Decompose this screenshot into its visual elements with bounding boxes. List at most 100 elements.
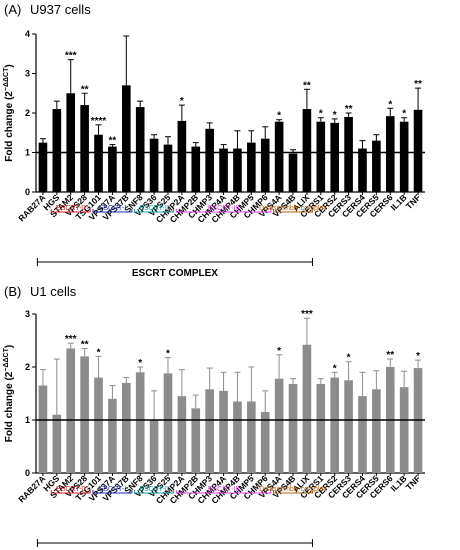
group-label: ESCRT-0 [56, 205, 86, 212]
bar [399, 121, 409, 192]
significance-label: * [277, 346, 281, 357]
bar [413, 109, 423, 192]
bar [260, 138, 270, 192]
bar [302, 344, 312, 473]
bar [149, 420, 159, 473]
bar [121, 382, 131, 473]
y-tick-label: 3 [25, 69, 30, 79]
bar [163, 144, 173, 192]
significance-label: ** [81, 339, 89, 350]
bar [108, 146, 117, 192]
y-label-sup: −ΔΔCT [3, 347, 10, 371]
bar [52, 109, 62, 192]
significance-label: * [319, 109, 323, 120]
complex-bracket [36, 258, 313, 266]
bar [52, 414, 62, 473]
significance-label: * [97, 347, 101, 358]
group-label: ESCRT-I [99, 205, 127, 212]
significance-label: * [347, 353, 351, 364]
panel-label: (A) [4, 2, 21, 17]
bar [94, 134, 103, 192]
significance-label: ** [414, 79, 422, 90]
bar [80, 105, 89, 192]
group-label: ESCRT-III [208, 486, 239, 493]
bar [149, 138, 159, 192]
y-tick-label: 1 [25, 415, 30, 425]
group-bracket [175, 209, 272, 213]
significance-label: *** [65, 334, 77, 345]
bar [191, 408, 201, 473]
group-bracket [273, 490, 313, 494]
y-axis-label: Fold change (2−ΔΔCT) [3, 64, 15, 161]
group-bracket [50, 209, 91, 213]
significance-label: * [333, 110, 337, 121]
y-label-sup: −ΔΔCT [3, 67, 10, 91]
bar [247, 142, 256, 192]
panel-label: (B) [4, 284, 21, 299]
bar [274, 121, 284, 192]
bar [399, 387, 409, 473]
bar [385, 116, 395, 192]
bar [330, 122, 340, 192]
bar [219, 390, 228, 473]
x-tick-label: TNF [404, 473, 423, 492]
group-bracket [273, 209, 313, 213]
significance-label: * [180, 96, 184, 107]
significance-label: ** [386, 350, 394, 361]
group-label: Disassembly complex [259, 486, 327, 493]
significance-label: * [388, 99, 392, 110]
bar [38, 142, 48, 192]
significance-label: ** [109, 136, 117, 147]
bar [205, 389, 214, 473]
y-tick-label: 3 [25, 309, 30, 319]
bar [66, 93, 76, 192]
bar [260, 412, 270, 473]
bar [344, 380, 353, 473]
bar [302, 109, 312, 192]
group-label: ESCRT-III [208, 205, 239, 212]
bar [191, 146, 201, 192]
group-label: ESCRT-0 [56, 486, 86, 493]
bar [316, 121, 326, 192]
bar [274, 378, 284, 473]
significance-label: ** [303, 80, 311, 91]
bar [358, 148, 367, 192]
group-label: ESCRT-II [139, 486, 168, 493]
significance-label: * [416, 351, 420, 362]
y-label-part: Fold change (2 [4, 371, 15, 442]
bar [108, 398, 117, 473]
significance-label: * [333, 363, 337, 374]
bar [80, 356, 89, 473]
group-bracket [92, 490, 133, 494]
group-label: ESCRT-II [139, 205, 168, 212]
bar [135, 372, 145, 473]
bar [344, 116, 353, 192]
bar [288, 153, 298, 192]
bar [66, 348, 76, 473]
bar [233, 401, 242, 473]
group-bracket [175, 490, 272, 494]
complex-label: ESCRT COMPLEX [132, 268, 218, 279]
bar [372, 389, 381, 473]
y-tick-label: 0 [25, 468, 30, 478]
bar [94, 377, 103, 473]
y-label-end: ) [4, 345, 15, 348]
significance-label: * [402, 109, 406, 120]
bar [177, 396, 187, 473]
group-bracket [50, 490, 91, 494]
significance-label: ** [345, 104, 353, 115]
significance-label: *** [301, 309, 313, 320]
panel-title: U937 cells [30, 2, 91, 17]
bar [247, 401, 256, 473]
complex-bracket [36, 539, 313, 547]
y-tick-label: 4 [25, 29, 30, 39]
bar [205, 128, 214, 192]
bar [177, 120, 187, 192]
y-tick-label: 1 [25, 148, 30, 158]
y-tick-label: 0 [25, 187, 30, 197]
y-tick-label: 2 [25, 362, 30, 372]
bar [121, 85, 131, 192]
bar [135, 107, 145, 192]
y-label-end: ) [4, 64, 15, 67]
